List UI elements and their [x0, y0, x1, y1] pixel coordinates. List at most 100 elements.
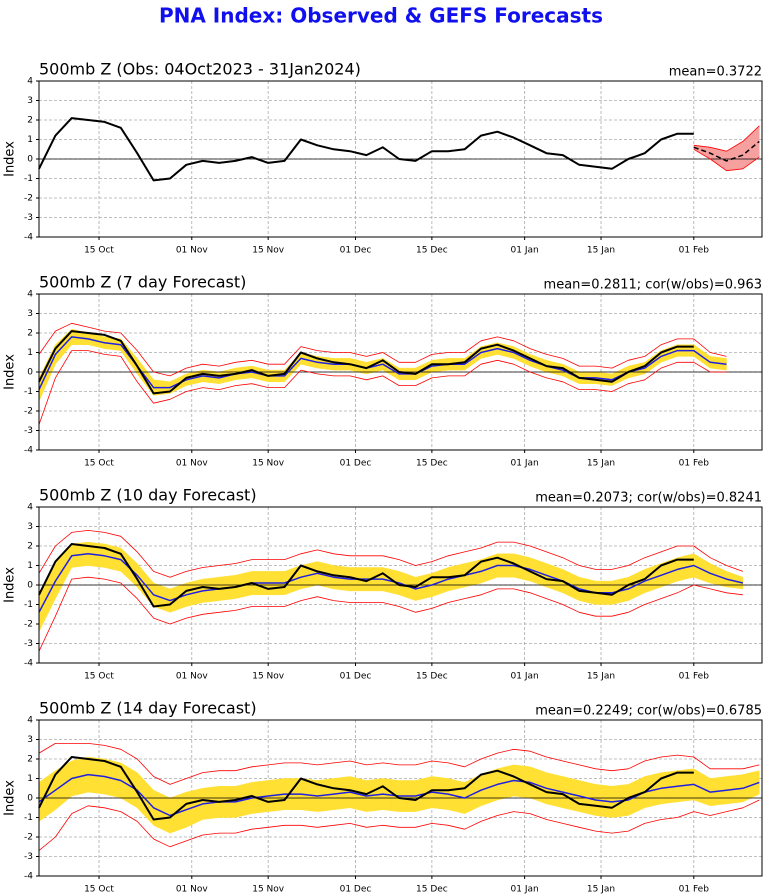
data-line [38, 336, 727, 390]
plot-frame [38, 506, 763, 664]
y-tick-label: -2 [24, 194, 33, 204]
envelope-lower [38, 576, 743, 652]
x-tick-label: 01 Nov [176, 246, 209, 256]
x-tick-label: 15 Oct [84, 459, 114, 469]
x-tick-label: 15 Nov [252, 246, 285, 256]
x-tick-label: 01 Jan [511, 246, 539, 256]
y-tick-label: -4 [24, 872, 33, 882]
member-upper [693, 125, 760, 152]
envelope-upper [38, 530, 744, 578]
y-tick-label: 3 [27, 522, 33, 532]
y-axis-label: Index [3, 567, 18, 603]
x-tick-label: 15 Jan [587, 459, 615, 469]
y-tick-label: -1 [24, 813, 33, 823]
data-line [693, 140, 760, 162]
member-lower [693, 148, 760, 172]
x-tick-label: 01 Feb [679, 459, 710, 469]
y-tick-label: -2 [24, 833, 33, 843]
x-tick-label: 15 Oct [84, 885, 114, 895]
data-line [38, 553, 744, 613]
y-tick-label: 2 [27, 329, 33, 339]
x-tick-label: 15 Oct [84, 246, 114, 256]
y-tick-label: -3 [24, 213, 33, 223]
envelope-upper [38, 743, 760, 785]
x-tick-label: 01 Nov [176, 672, 209, 682]
plot-frame [38, 293, 763, 451]
x-tick-label: 01 Feb [679, 885, 710, 895]
y-axis-label: Index [3, 141, 18, 177]
y-tick-label: -4 [24, 233, 33, 243]
x-tick-label: 01 Dec [340, 672, 372, 682]
y-tick-label: -1 [24, 387, 33, 397]
y-tick-label: 4 [27, 716, 33, 726]
y-tick-label: 4 [27, 503, 33, 513]
panel-annotation: mean=0.3722 [669, 65, 762, 80]
x-tick-label: 15 Dec [416, 672, 448, 682]
y-tick-label: 0 [27, 368, 33, 378]
envelope-lower [38, 799, 760, 851]
y-tick-label: 0 [27, 794, 33, 804]
figure-title: PNA Index: Observed & GEFS Forecasts [159, 4, 603, 28]
x-tick-label: 15 Jan [587, 246, 615, 256]
x-tick-label: 01 Dec [340, 885, 372, 895]
y-tick-label: -2 [24, 620, 33, 630]
y-tick-label: 2 [27, 542, 33, 552]
y-tick-label: 0 [27, 581, 33, 591]
x-tick-label: 15 Dec [416, 459, 448, 469]
data-line [38, 117, 694, 182]
x-tick-label: 01 Nov [176, 885, 209, 895]
x-tick-label: 15 Nov [252, 885, 285, 895]
x-tick-label: 15 Jan [587, 885, 615, 895]
y-axis-label: Index [3, 354, 18, 390]
y-tick-label: 1 [27, 561, 33, 571]
x-tick-label: 15 Dec [416, 246, 448, 256]
panel-title: 500mb Z (7 day Forecast) [39, 273, 246, 292]
y-tick-label: -3 [24, 639, 33, 649]
y-tick-label: -3 [24, 426, 33, 436]
y-tick-label: -1 [24, 600, 33, 610]
y-tick-label: 2 [27, 116, 33, 126]
x-tick-label: 01 Dec [340, 246, 372, 256]
y-tick-label: 4 [27, 290, 33, 300]
y-tick-label: 1 [27, 774, 33, 784]
x-tick-label: 01 Nov [176, 459, 209, 469]
y-tick-label: -4 [24, 446, 33, 456]
panel-title: 500mb Z (14 day Forecast) [39, 699, 257, 718]
x-tick-label: 15 Dec [416, 885, 448, 895]
x-tick-label: 15 Jan [587, 672, 615, 682]
x-tick-label: 15 Oct [84, 672, 114, 682]
panel-annotation: mean=0.2811; cor(w/obs)=0.963 [544, 278, 762, 293]
panel-annotation: mean=0.2249; cor(w/obs)=0.6785 [535, 704, 762, 719]
plot-frame [38, 80, 763, 238]
x-tick-label: 15 Nov [252, 672, 285, 682]
y-tick-label: 0 [27, 155, 33, 165]
y-tick-label: 3 [27, 309, 33, 319]
plot-frame [38, 719, 763, 877]
x-tick-label: 01 Feb [679, 246, 710, 256]
y-tick-label: -4 [24, 659, 33, 669]
y-tick-label: 2 [27, 755, 33, 765]
x-tick-label: 01 Jan [511, 672, 539, 682]
panel-title: 500mb Z (10 day Forecast) [39, 486, 257, 505]
y-tick-label: 3 [27, 735, 33, 745]
x-tick-label: 01 Jan [511, 459, 539, 469]
envelope-upper [38, 322, 727, 377]
y-tick-label: 3 [27, 96, 33, 106]
y-axis-label: Index [3, 780, 18, 816]
y-tick-label: 1 [27, 348, 33, 358]
data-line [38, 330, 694, 395]
data-line [38, 543, 694, 608]
panel-annotation: mean=0.2073; cor(w/obs)=0.8241 [535, 491, 762, 506]
x-tick-label: 01 Dec [340, 459, 372, 469]
y-tick-label: 4 [27, 77, 33, 87]
y-tick-label: -3 [24, 852, 33, 862]
panel-title: 500mb Z (Obs: 04Oct2023 - 31Jan2024) [39, 60, 361, 79]
x-tick-label: 01 Jan [511, 885, 539, 895]
envelope-lower [38, 350, 727, 425]
x-tick-label: 01 Feb [679, 672, 710, 682]
y-tick-label: -1 [24, 174, 33, 184]
data-line [38, 756, 694, 821]
y-tick-label: -2 [24, 407, 33, 417]
